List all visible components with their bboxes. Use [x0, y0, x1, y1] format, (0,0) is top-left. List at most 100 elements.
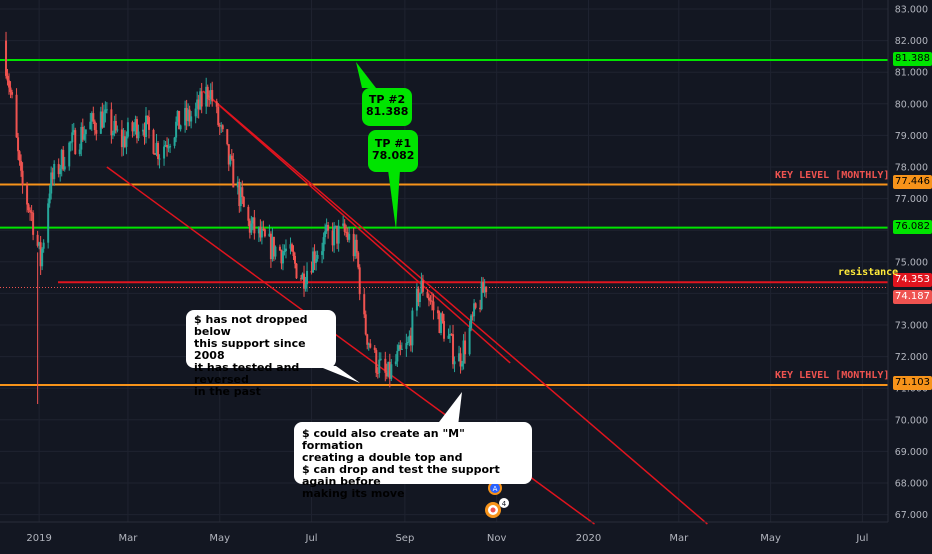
- candle-body: [220, 125, 223, 127]
- candle-body: [194, 108, 197, 117]
- candle-body: [322, 237, 325, 252]
- price-tag-key-level-top: 77.446: [893, 175, 932, 189]
- candle-body: [69, 142, 72, 144]
- time-axis[interactable]: 2019 Mar May Jul Sep Nov 2020 Mar May Jul: [26, 533, 868, 544]
- candle-body: [188, 109, 191, 122]
- candle-body: [400, 348, 403, 350]
- candle-body: [447, 335, 450, 339]
- candle-body: [15, 94, 18, 138]
- candle-body: [441, 313, 444, 322]
- candle-body: [59, 168, 62, 175]
- candle-body: [324, 231, 327, 238]
- candle-body: [20, 160, 23, 171]
- candle-body: [384, 358, 387, 373]
- candle-body: [480, 282, 483, 310]
- candle-body: [358, 267, 361, 295]
- candle-body: [334, 225, 337, 227]
- candle-body: [449, 333, 452, 336]
- candle-body: [113, 120, 116, 133]
- candles: [5, 31, 488, 404]
- candle-body: [284, 248, 287, 252]
- candle-body: [406, 342, 409, 344]
- candle-body: [369, 343, 372, 348]
- candle-body: [32, 212, 35, 235]
- candle-body: [229, 155, 232, 165]
- candle-body: [206, 86, 209, 100]
- candle-body: [208, 99, 211, 101]
- candle-body: [331, 230, 334, 246]
- event-badge-b[interactable]: 4: [485, 498, 509, 518]
- event-badge-a[interactable]: A: [488, 481, 502, 495]
- tp1-callout[interactable]: TP #1 78.082: [368, 130, 418, 172]
- candle-body: [5, 40, 8, 76]
- candle-body: [84, 129, 87, 135]
- candle-body: [48, 193, 51, 204]
- time-tick-label: Mar: [118, 533, 138, 544]
- resistance-label: resistance: [838, 267, 899, 278]
- tp2-callout[interactable]: TP #2 81.388: [362, 88, 412, 126]
- candle-body: [430, 300, 433, 302]
- candle-body: [110, 109, 113, 136]
- candle-body: [348, 233, 351, 240]
- price-tag-current: 74.187: [893, 290, 932, 304]
- candle-body: [336, 225, 339, 244]
- candle-body: [68, 142, 71, 167]
- key-level-top-label: KEY LEVEL [MONTHLY]: [775, 170, 890, 181]
- candle-body: [250, 223, 253, 233]
- candle-body: [268, 233, 271, 237]
- candle-body: [426, 291, 429, 298]
- candle-body: [438, 313, 441, 333]
- candle-body: [102, 113, 105, 128]
- candle-body: [310, 270, 313, 273]
- price-tick-label: 78.000: [895, 163, 928, 174]
- candle-body: [262, 228, 265, 230]
- candle-body: [388, 361, 391, 379]
- candle-body: [300, 278, 303, 280]
- candle-body: [464, 340, 467, 355]
- candle-body: [132, 127, 135, 132]
- candle-body: [17, 137, 20, 152]
- time-tick-label: 2019: [26, 533, 51, 544]
- candle-body: [376, 372, 379, 374]
- candle-body: [95, 130, 98, 134]
- candle-body: [397, 345, 400, 351]
- candle-body: [378, 359, 381, 374]
- m-formation-note-callout[interactable]: $ could also create an "M" formation cre…: [294, 422, 532, 500]
- candle-body: [289, 244, 292, 249]
- price-tick-label: 69.000: [895, 447, 928, 458]
- candle-body: [394, 361, 397, 365]
- candle-body: [163, 146, 166, 159]
- channel-line-2: [202, 90, 708, 525]
- candle-body: [352, 233, 355, 257]
- candle-body: [281, 251, 284, 264]
- time-tick-label: May: [209, 533, 230, 544]
- price-tick-label: 80.000: [895, 99, 928, 110]
- candle-body: [164, 144, 167, 147]
- candle-body: [408, 335, 411, 343]
- candle-body: [199, 91, 202, 110]
- candle-body: [343, 223, 346, 232]
- tp1-tail: [388, 170, 400, 230]
- candle-body: [301, 273, 304, 280]
- candle-body: [364, 314, 367, 335]
- candle-body: [166, 144, 169, 148]
- support-note-callout[interactable]: $ has not dropped below this support sin…: [186, 310, 336, 398]
- candle-body: [179, 125, 182, 130]
- candle-body: [420, 280, 423, 293]
- candle-body: [105, 109, 108, 111]
- candle-body: [418, 292, 421, 302]
- candle-body: [134, 119, 137, 128]
- candle-body: [131, 122, 134, 132]
- candle-body: [306, 270, 309, 285]
- candle-body: [357, 252, 360, 268]
- candle-body: [111, 132, 114, 136]
- candle-body: [271, 236, 274, 260]
- candle-body: [123, 136, 126, 147]
- candle-body: [247, 206, 250, 221]
- candle-body: [173, 137, 176, 146]
- candle-body: [154, 153, 157, 155]
- candle-body: [39, 242, 42, 267]
- candle-body: [157, 142, 160, 159]
- candle-body: [47, 203, 50, 243]
